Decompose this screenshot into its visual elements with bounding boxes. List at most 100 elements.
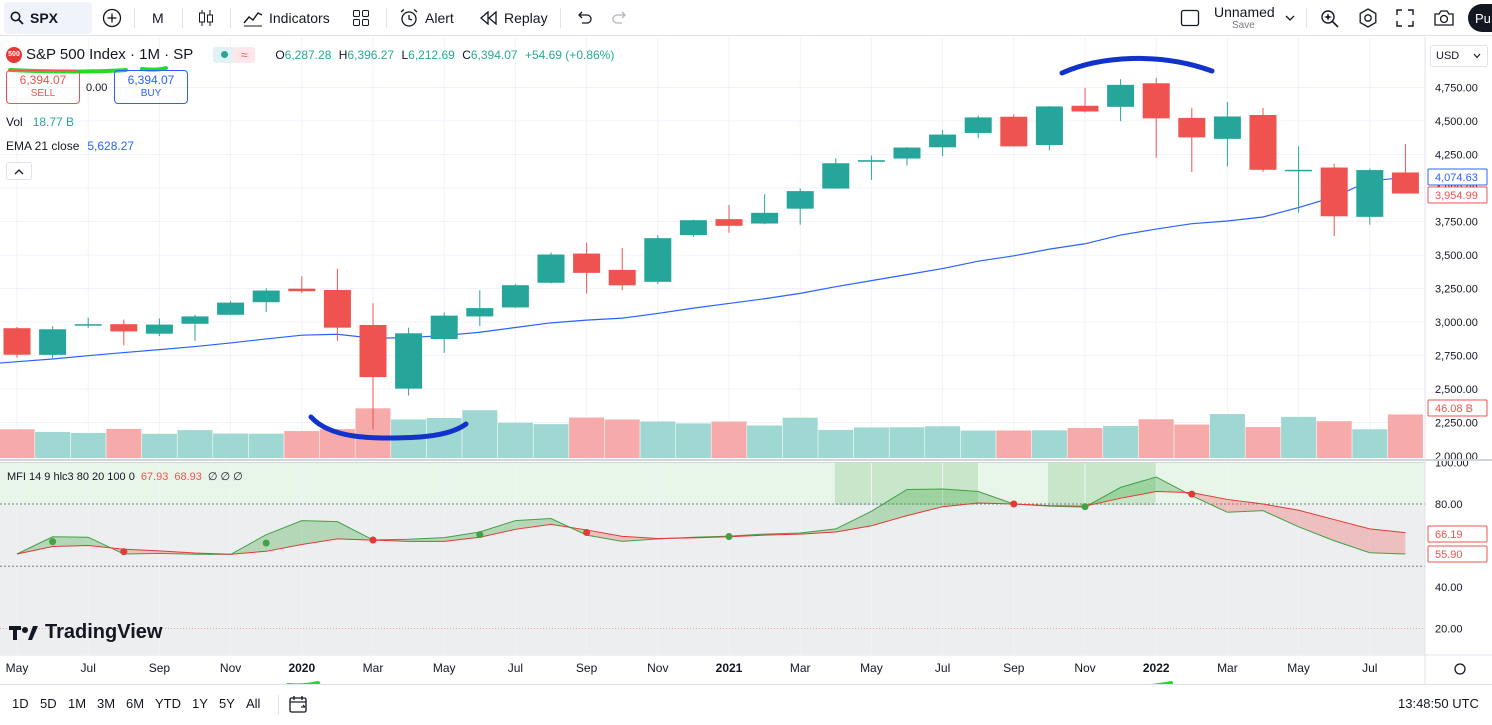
range-button-1m[interactable]: 1M [68,696,87,711]
candle-body[interactable] [1320,167,1348,217]
mfi-cross-dot[interactable] [583,529,591,537]
candle-body[interactable] [537,254,565,283]
symbol-title[interactable]: S&P 500 Index · 1M · SP [26,46,194,63]
volume-bar[interactable] [747,425,783,458]
ema-legend[interactable]: EMA 21 close 5,628.27 [6,139,134,153]
volume-legend[interactable]: Vol 18.77 B [6,115,74,129]
mfi-cross-dot[interactable] [369,536,377,544]
volume-bar[interactable] [1031,430,1067,458]
mfi-cross-dot[interactable] [49,538,57,546]
volume-bar[interactable] [533,424,569,458]
volume-bar[interactable] [1281,416,1317,458]
candle-body[interactable] [145,324,173,334]
range-button-ytd[interactable]: YTD [155,696,181,711]
candle-body[interactable] [608,269,636,286]
volume-bar[interactable] [1316,421,1352,458]
volume-bar[interactable] [604,419,640,458]
quick-search-button[interactable] [1320,0,1340,36]
goto-date-button[interactable] [288,694,308,717]
market-status-pill[interactable] [213,46,236,63]
symbol-search-button[interactable]: SPX [4,2,92,34]
volume-bar[interactable] [1174,424,1210,458]
sell-button[interactable]: 6,394.07 SELL [6,70,80,104]
volume-bar[interactable] [70,432,106,458]
candle-body[interactable] [573,253,601,273]
volume-bar[interactable] [675,423,711,458]
candle-body[interactable] [715,219,743,226]
fullscreen-button[interactable] [1396,0,1414,36]
volume-bar[interactable] [1067,428,1103,458]
clock-display[interactable]: 13:48:50 UTC [1398,696,1479,711]
candle-body[interactable] [822,163,850,189]
mfi-legend[interactable]: MFI 14 9 hlc3 80 20 100 0 67.93 68.93 ∅ … [7,470,243,484]
candle-body[interactable] [359,324,387,378]
price-pane[interactable] [0,37,1425,458]
volume-bar[interactable] [0,429,35,458]
range-button-all[interactable]: All [246,696,261,711]
templates-button[interactable] [352,0,370,36]
collapse-legend-button[interactable] [6,162,32,180]
snapshot-button[interactable] [1433,0,1455,36]
volume-bar[interactable] [497,422,533,458]
candle-body[interactable] [929,134,957,148]
mfi-signal-line[interactable] [16,491,1406,555]
candle-body[interactable] [1107,84,1135,107]
candle-body[interactable] [1071,105,1099,112]
range-button-1y[interactable]: 1Y [192,696,208,711]
candle-body[interactable] [288,288,316,292]
candle-body[interactable] [1285,169,1313,172]
candle-body[interactable] [1391,172,1419,194]
volume-bar[interactable] [1209,414,1245,458]
candle-body[interactable] [1142,83,1170,119]
candle-body[interactable] [1178,117,1206,138]
axis-settings-icon[interactable] [1454,663,1466,675]
publish-button[interactable]: Pu [1468,4,1492,32]
replay-button[interactable]: Replay [480,0,548,36]
volume-bar[interactable] [177,430,213,458]
mfi-cross-dot[interactable] [120,548,128,556]
candle-body[interactable] [893,147,921,159]
volume-bar[interactable] [889,427,925,458]
tradingview-watermark[interactable]: TradingView [9,621,162,644]
layout-checkbox[interactable] [1180,0,1200,36]
volume-bar[interactable] [1103,425,1139,458]
settings-button[interactable] [1358,0,1378,36]
volume-bar[interactable] [141,433,177,458]
volume-bar[interactable] [1245,427,1281,458]
candle-body[interactable] [1356,170,1384,217]
volume-bar[interactable] [284,431,320,458]
delay-pill-icon[interactable]: ≈ [233,46,256,63]
candle-body[interactable] [857,160,885,162]
volume-bar[interactable] [925,426,961,458]
range-button-1d[interactable]: 1D [12,696,29,711]
candle-body[interactable] [395,333,423,389]
candle-body[interactable] [501,285,529,308]
candle-body[interactable] [110,324,138,332]
range-button-5y[interactable]: 5Y [219,696,235,711]
mfi-cross-dot[interactable] [1188,490,1196,498]
candle-body[interactable] [74,324,102,326]
candle-body[interactable] [1000,116,1028,147]
volume-bar[interactable] [106,428,142,458]
redo-button[interactable] [612,0,628,36]
volume-bar[interactable] [782,417,818,458]
candle-body[interactable] [679,220,707,236]
interval-button[interactable]: M [152,0,164,36]
mfi-cross-dot[interactable] [725,532,733,540]
currency-selector[interactable]: USD [1430,45,1488,67]
candle-body[interactable] [430,315,458,340]
mfi-cross-dot[interactable] [1010,500,1018,508]
volume-bar[interactable] [711,421,747,458]
candle-body[interactable] [181,316,209,324]
indicators-button[interactable]: Indicators [243,0,330,36]
candle-body[interactable] [466,308,494,317]
candle-body[interactable] [964,117,992,133]
ema-line[interactable] [0,176,1406,364]
volume-bar[interactable] [248,433,284,458]
candle-body[interactable] [644,238,672,282]
range-button-6m[interactable]: 6M [126,696,145,711]
mfi-cross-dot[interactable] [476,531,484,539]
compare-button[interactable] [102,0,124,36]
candle-body[interactable] [751,212,779,224]
